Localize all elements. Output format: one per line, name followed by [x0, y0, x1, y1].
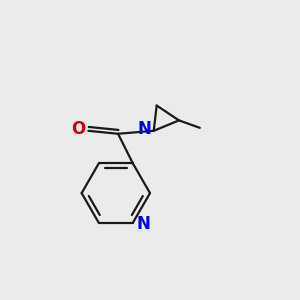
Text: O: O — [71, 120, 85, 138]
Text: N: N — [137, 120, 151, 138]
Text: N: N — [136, 215, 150, 233]
